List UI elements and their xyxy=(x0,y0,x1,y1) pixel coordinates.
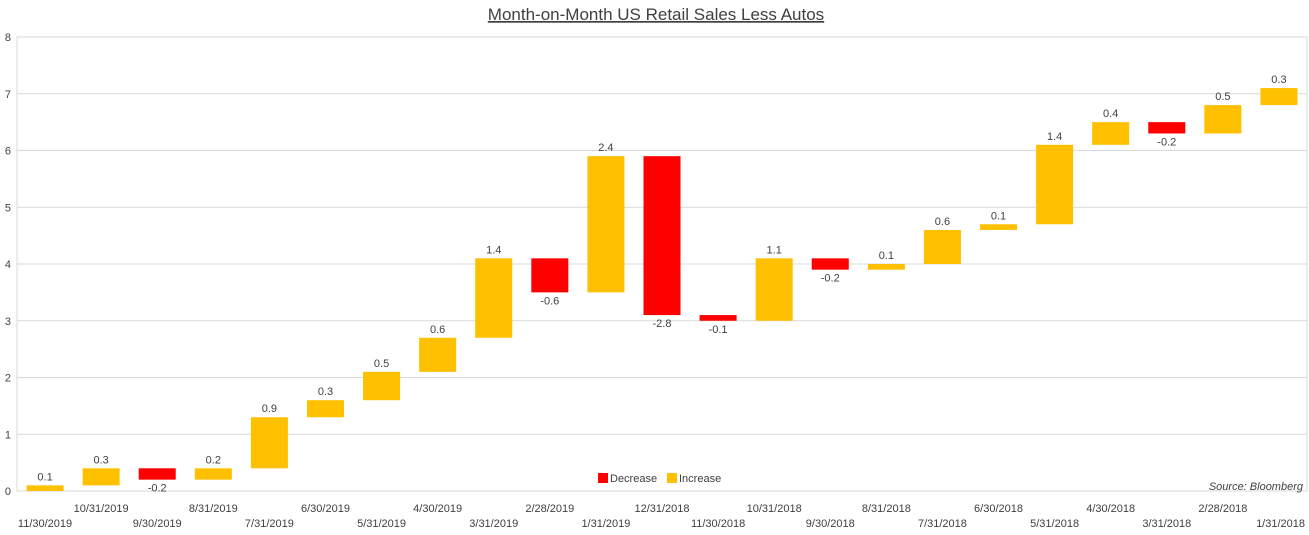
x-tick-label: 5/31/2019 xyxy=(357,518,406,530)
x-tick-label: 9/30/2018 xyxy=(806,518,855,530)
bar-increase xyxy=(82,468,120,486)
data-label: 0.1 xyxy=(991,210,1006,222)
x-tick-label: 1/31/2018 xyxy=(1256,518,1305,530)
bar-increase xyxy=(306,400,344,418)
data-label: 0.3 xyxy=(1271,74,1286,86)
x-tick-label: 5/31/2018 xyxy=(1030,518,1079,530)
bar-decrease xyxy=(1148,122,1186,134)
bar-increase xyxy=(475,258,513,338)
x-tick-label: 10/31/2018 xyxy=(747,503,802,515)
data-label: 0.9 xyxy=(262,403,277,415)
data-label: 1.4 xyxy=(486,244,501,256)
bar-increase xyxy=(1092,122,1130,145)
bar-decrease xyxy=(643,156,681,316)
x-tick-label: 3/31/2018 xyxy=(1142,518,1191,530)
bar-increase xyxy=(980,224,1018,230)
y-tick-label: 4 xyxy=(5,259,11,271)
x-tick-label: 10/31/2019 xyxy=(74,503,129,515)
data-label: -0.2 xyxy=(1157,136,1176,148)
data-label: 0.1 xyxy=(37,471,52,483)
data-label: 0.5 xyxy=(374,358,389,370)
y-tick-label: 0 xyxy=(5,486,11,498)
bar-decrease xyxy=(138,468,176,480)
data-label: -0.1 xyxy=(709,324,728,336)
legend-label-decrease: Decrease xyxy=(610,473,657,485)
x-tick-label: 2/28/2019 xyxy=(525,503,574,515)
y-tick-label: 8 xyxy=(5,32,11,44)
x-tick-label: 8/31/2018 xyxy=(862,503,911,515)
data-label: 1.1 xyxy=(767,244,782,256)
bar-increase xyxy=(755,258,793,321)
legend-swatch-decrease xyxy=(598,473,608,483)
bar-increase xyxy=(1260,88,1298,106)
y-tick-label: 6 xyxy=(5,146,11,158)
x-tick-label: 9/30/2019 xyxy=(133,518,182,530)
bar-increase xyxy=(587,156,625,293)
y-tick-label: 1 xyxy=(5,429,11,441)
bar-increase xyxy=(26,485,64,491)
data-label: -2.8 xyxy=(653,318,672,330)
bar-increase xyxy=(1036,144,1074,225)
data-label: 2.4 xyxy=(598,142,613,154)
data-label: 0.3 xyxy=(93,454,108,466)
gridlines xyxy=(17,93,1307,435)
source-note: Source: Bloomberg xyxy=(1209,481,1304,493)
bar-increase xyxy=(923,229,961,264)
x-tick-label: 8/31/2019 xyxy=(189,503,238,515)
data-label: 0.3 xyxy=(318,386,333,398)
x-tick-label: 7/31/2019 xyxy=(245,518,294,530)
bar-decrease xyxy=(811,258,849,270)
legend: Decrease Increase xyxy=(598,473,721,485)
data-label: 0.5 xyxy=(1215,91,1230,103)
x-tick-label: 11/30/2018 xyxy=(691,518,745,530)
x-tick-label: 7/31/2018 xyxy=(918,518,967,530)
data-labels: 0.1 0.3 -0.2 0.2 0.9 0.3 0.5 0.6 1.4 -0.6 2.4 -2.8 -… xyxy=(37,74,1286,495)
data-label: 1.4 xyxy=(1047,131,1062,143)
data-label: 0.1 xyxy=(879,250,894,262)
chart-title: Month-on-Month US Retail Sales Less Auto… xyxy=(488,5,824,24)
x-tick-label: 4/30/2019 xyxy=(413,503,462,515)
x-tick-label: 11/30/2019 xyxy=(18,518,72,530)
bar-decrease xyxy=(699,315,737,321)
x-tick-label: 6/30/2019 xyxy=(301,503,350,515)
data-label: 0.6 xyxy=(935,216,950,228)
data-label: 0.4 xyxy=(1103,108,1118,120)
data-label: 0.2 xyxy=(206,454,221,466)
bar-increase xyxy=(867,264,905,270)
x-tick-label: 2/28/2018 xyxy=(1198,503,1247,515)
data-label: 0.6 xyxy=(430,324,445,336)
legend-swatch-increase xyxy=(667,473,677,483)
bars xyxy=(26,88,1298,491)
bar-increase xyxy=(250,417,288,469)
x-tick-label: 6/30/2018 xyxy=(974,503,1023,515)
x-tick-label: 1/31/2019 xyxy=(581,518,630,530)
legend-label-increase: Increase xyxy=(679,473,721,485)
bar-increase xyxy=(194,468,232,480)
bar-increase xyxy=(419,337,457,372)
bar-increase xyxy=(363,371,401,401)
data-label: -0.2 xyxy=(821,273,840,285)
x-tick-label: 3/31/2019 xyxy=(469,518,518,530)
bar-decrease xyxy=(531,258,569,293)
y-tick-label: 2 xyxy=(5,373,11,385)
data-label: -0.6 xyxy=(540,295,559,307)
y-tick-label: 7 xyxy=(5,89,11,101)
x-tick-label: 12/31/2018 xyxy=(634,503,689,515)
y-tick-label: 3 xyxy=(5,316,11,328)
y-axis-ticks: 0 1 2 3 4 5 6 7 8 xyxy=(5,32,11,498)
x-tick-label: 4/30/2018 xyxy=(1086,503,1135,515)
bar-increase xyxy=(1204,105,1242,134)
y-tick-label: 5 xyxy=(5,202,11,214)
data-label: -0.2 xyxy=(148,483,167,495)
